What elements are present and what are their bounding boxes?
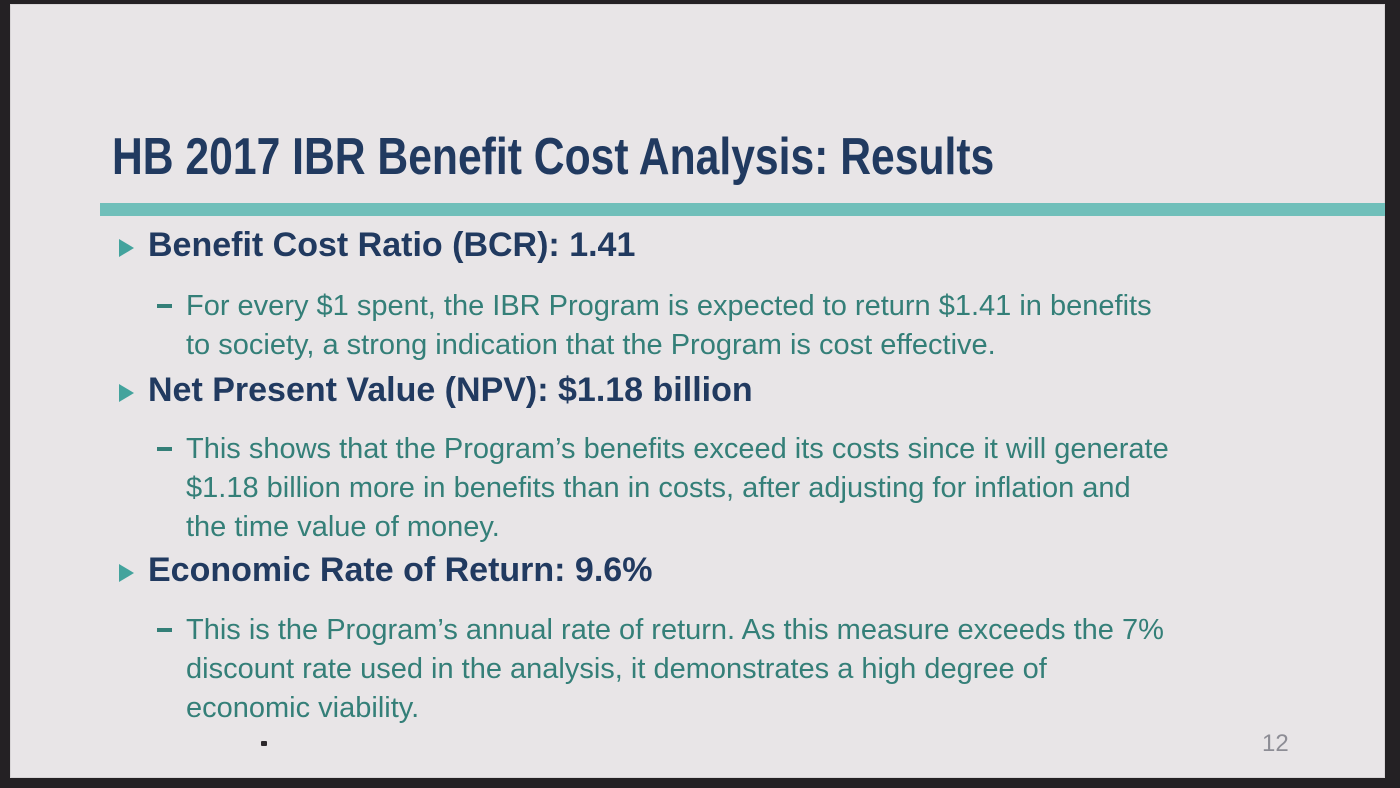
- page-number: 12: [1262, 730, 1289, 757]
- triangle-bullet-icon: [119, 239, 134, 257]
- dash-bullet-icon: [157, 304, 172, 308]
- bullet-heading-bcr: Benefit Cost Ratio (BCR): 1.41: [148, 226, 636, 264]
- sub-bullet-bcr: For every $1 spent, the IBR Program is e…: [186, 290, 1152, 361]
- presentation-slide: HB 2017 IBR Benefit Cost Analysis: Resul…: [10, 4, 1385, 778]
- dash-bullet-icon: [157, 447, 172, 451]
- bullet-heading-err: Economic Rate of Return: 9.6%: [148, 551, 653, 589]
- triangle-bullet-icon: [119, 564, 134, 582]
- sub-bullet-err: This is the Program’s annual rate of ret…: [186, 614, 1164, 724]
- title-accent-bar: [100, 203, 1385, 216]
- slide-title: HB 2017 IBR Benefit Cost Analysis: Resul…: [112, 128, 995, 186]
- stray-bullet-dot: [261, 741, 267, 746]
- triangle-bullet-icon: [119, 384, 134, 402]
- dash-bullet-icon: [157, 628, 172, 632]
- sub-bullet-npv: This shows that the Program’s benefits e…: [186, 433, 1169, 543]
- bullet-heading-npv: Net Present Value (NPV): $1.18 billion: [148, 371, 753, 409]
